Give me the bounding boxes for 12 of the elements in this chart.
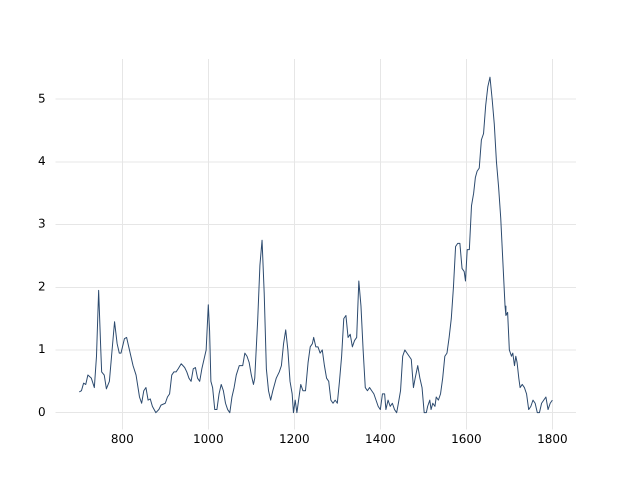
y-tick-label: 0 xyxy=(38,404,46,419)
y-tick-label: 1 xyxy=(38,342,46,356)
y-tick-label: 4 xyxy=(38,154,46,168)
x-tick-label: 1400 xyxy=(365,432,396,446)
y-tick-label: 2 xyxy=(38,279,46,294)
x-tick-label: 1600 xyxy=(451,432,482,446)
x-tick-label: 1000 xyxy=(193,432,224,446)
x-tick-label: 800 xyxy=(110,432,134,446)
y-tick-label: 3 xyxy=(38,216,46,231)
x-tick-label: 1800 xyxy=(537,432,568,446)
y-tick-label: 5 xyxy=(38,91,46,106)
x-tick-label: 1200 xyxy=(279,432,310,446)
